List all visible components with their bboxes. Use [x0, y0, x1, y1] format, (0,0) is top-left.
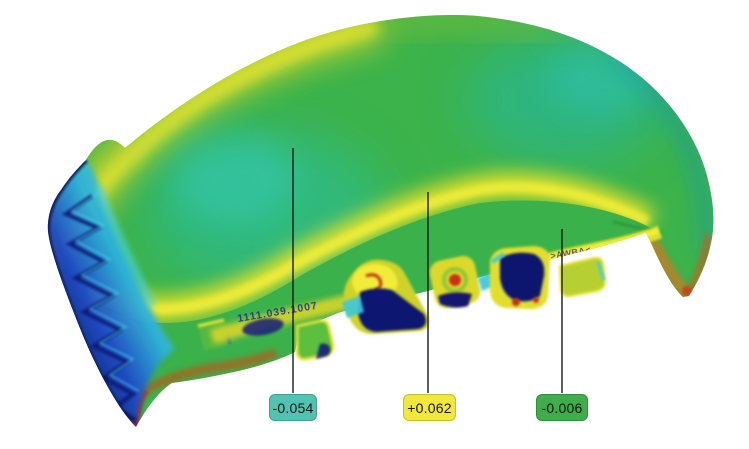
annotation-label-2[interactable]: +0.062 — [403, 394, 456, 421]
part-model: 1111.039.1007 >AWBA< — [47, 15, 714, 427]
annotation-label-1[interactable]: -0.054 — [269, 394, 317, 421]
annotation-label-3[interactable]: -0.006 — [536, 394, 588, 421]
bottom-edge-tabs — [295, 246, 607, 361]
annotation-leader-lines — [292, 148, 563, 393]
